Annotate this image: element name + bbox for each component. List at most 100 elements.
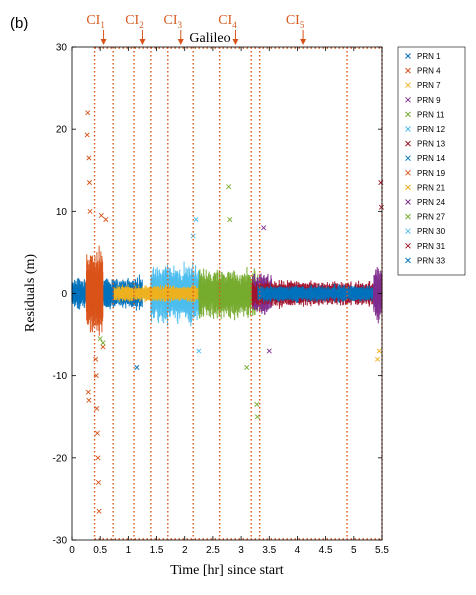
y-tick-label: -30 <box>53 536 68 547</box>
outlier-point <box>254 401 260 407</box>
x-tick-label: 4.5 <box>319 545 333 556</box>
legend-box <box>397 46 466 276</box>
marker-stroke <box>374 356 381 362</box>
marker-stroke <box>85 389 91 395</box>
outlier-point <box>376 348 382 354</box>
ci-annotation-arrowhead <box>100 39 107 45</box>
outlier-point <box>244 364 250 370</box>
outlier-point <box>227 217 233 223</box>
ci-annotation-label: CI2 <box>125 13 144 30</box>
marker-stroke <box>86 155 92 161</box>
legend-entry: PRN 1 <box>405 52 441 61</box>
outlier-point <box>86 155 92 161</box>
legend-label: PRN 33 <box>417 256 446 265</box>
legend-entry: PRN 31 <box>405 242 446 251</box>
outlier-point <box>196 348 202 354</box>
marker-stroke <box>97 336 103 342</box>
legend-entry: PRN 14 <box>405 154 446 163</box>
x-tick-label: 0 <box>69 545 75 556</box>
marker-stroke <box>261 225 267 231</box>
marker-stroke <box>193 217 199 223</box>
legend-label: PRN 13 <box>417 140 446 149</box>
outlier-point <box>261 225 267 231</box>
legend-marker <box>405 111 411 118</box>
outlier-point <box>93 356 99 362</box>
panel-label: (b) <box>10 15 28 32</box>
legend-entry: PRN 24 <box>405 198 446 207</box>
marker-stroke <box>134 364 140 370</box>
ci-annotation-label: CI4 <box>218 13 237 30</box>
outlier-point <box>134 364 140 370</box>
legend-marker <box>405 155 411 162</box>
ci-annotation-subscript: 1 <box>100 20 105 30</box>
marker-stroke <box>100 340 106 346</box>
marker-stroke <box>100 344 106 350</box>
legend-entry: PRN 12 <box>405 125 446 134</box>
legend-marker <box>405 126 411 132</box>
ci-annotation-subscript: 5 <box>300 20 305 30</box>
x-tick-label: 3 <box>238 545 244 556</box>
marker-stroke <box>226 184 232 190</box>
legend-marker <box>405 228 411 235</box>
outlier-point <box>95 479 102 486</box>
marker-stroke <box>244 364 250 370</box>
x-tick-label: 5.5 <box>375 545 389 556</box>
legend-label: PRN 30 <box>417 227 446 236</box>
ci-annotation-label: CI5 <box>286 13 305 30</box>
legend: PRN 1 PRN 4 PRN 7 PRN 9 PRN 11 PRN 12 PRN 13 PR… <box>397 46 466 276</box>
outlier-point <box>86 180 92 186</box>
legend-entry: PRN 4 <box>405 67 441 76</box>
marker-stroke <box>376 348 382 354</box>
marker-stroke <box>196 348 202 354</box>
legend-marker <box>405 213 411 220</box>
marker-stroke <box>103 217 109 223</box>
legend-label: PRN 1 <box>417 52 441 61</box>
x-tick-label: 2 <box>182 545 188 556</box>
legend-marker <box>405 257 411 264</box>
residual-band <box>372 267 383 324</box>
x-axis-ticks: 0 0.5 1 1.5 2 2.5 3 3.5 4 4.5 5 5.5 <box>69 47 389 556</box>
ci-annotation-label: CI3 <box>164 13 183 30</box>
ci-annotation-arrowhead <box>177 39 184 45</box>
ci-annotation-arrowhead <box>300 39 307 45</box>
legend-entry: PRN 27 <box>405 213 446 222</box>
marker-stroke <box>85 110 91 116</box>
x-tick-label: 2.5 <box>206 545 220 556</box>
outlier-point <box>97 336 103 342</box>
legend-marker <box>405 140 411 147</box>
legend-entry: PRN 19 <box>405 169 446 178</box>
outlier-point <box>93 373 99 379</box>
y-tick-label: -20 <box>53 453 68 464</box>
outlier-point <box>103 217 109 223</box>
outlier-point <box>193 217 199 223</box>
marker-stroke <box>95 455 101 461</box>
x-tick-label: 1 <box>126 545 132 556</box>
legend-marker <box>405 96 411 103</box>
x-tick-label: 1.5 <box>150 545 164 556</box>
outlier-point <box>226 184 232 190</box>
y-axis-label: Residuals (m) <box>23 254 38 332</box>
legend-label: PRN 11 <box>417 110 445 119</box>
outlier-point <box>374 356 381 362</box>
y-tick-label: -10 <box>53 371 68 382</box>
marker-stroke <box>95 479 102 486</box>
y-tick-label: 10 <box>56 207 68 218</box>
marker-stroke <box>93 356 99 362</box>
legend-marker <box>405 82 411 89</box>
x-tick-label: 0.5 <box>93 545 107 556</box>
marker-stroke <box>98 212 104 218</box>
legend-label: PRN 7 <box>417 81 441 90</box>
legend-entry: PRN 7 <box>405 81 441 90</box>
marker-stroke <box>227 217 233 223</box>
legend-marker <box>405 199 411 205</box>
ci-annotation-subscript: 2 <box>139 20 144 30</box>
y-tick-label: 30 <box>56 43 68 54</box>
outlier-point <box>94 406 100 412</box>
x-tick-label: 5 <box>351 545 357 556</box>
marker-stroke <box>84 132 90 138</box>
outlier-point <box>86 397 92 403</box>
marker-stroke <box>254 401 260 407</box>
legend-marker <box>405 169 411 176</box>
marker-stroke <box>94 430 100 436</box>
